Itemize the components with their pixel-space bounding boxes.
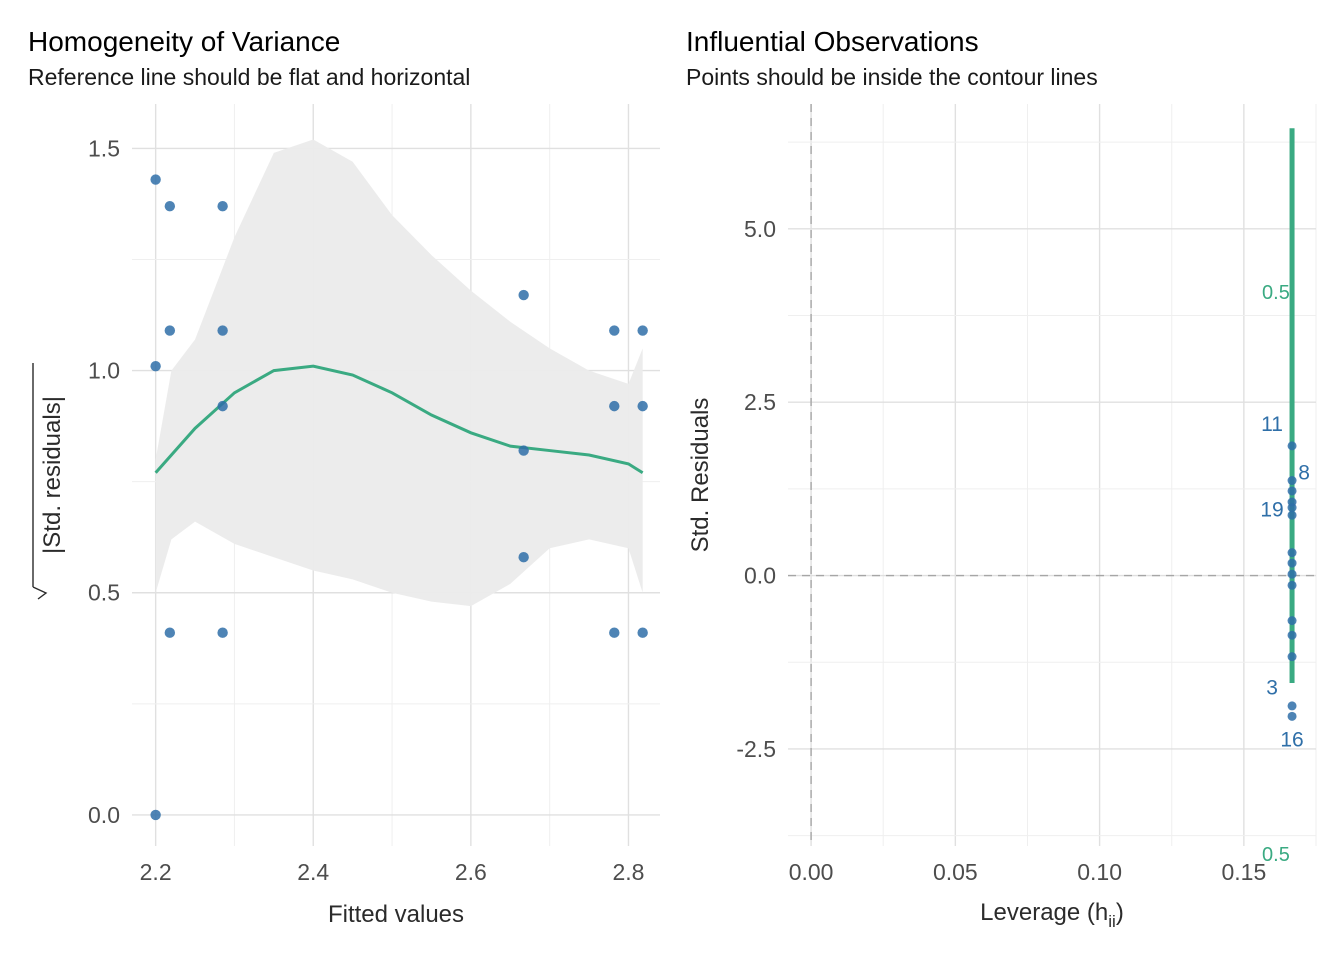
data-point (1287, 616, 1297, 626)
data-point (1287, 503, 1297, 513)
right-panel-title: Influential Observations (686, 26, 979, 57)
data-point (164, 325, 176, 336)
sqrt-symbol (32, 363, 48, 600)
data-point (150, 174, 161, 185)
y-axis-title: Std. Residuals (687, 398, 714, 553)
y-axis-title: |Std. residuals| (32, 363, 66, 600)
left-panel-title: Homogeneity of Variance (28, 26, 341, 57)
data-point (518, 445, 529, 456)
data-point (1287, 510, 1297, 520)
point-label: 11 (1261, 413, 1283, 436)
y-tick-label: 0.0 (88, 802, 120, 828)
data-point (1287, 580, 1297, 590)
data-point (150, 360, 161, 372)
x-tick-label: 2.8 (612, 859, 644, 885)
left-panel-subtitle: Reference line should be flat and horizo… (28, 64, 471, 90)
y-tick-label: 0.5 (88, 580, 120, 606)
data-point (609, 400, 620, 412)
data-point (150, 809, 161, 821)
contour-label: 0.5 (1262, 282, 1290, 304)
influence-chart: 0.5 0.5 11 8 19 3 16 0.00 0.05 0.10 0.15 -2.5 0.0 2.5… (687, 104, 1317, 931)
confidence-band (155, 139, 643, 607)
point-label: 3 (1266, 677, 1278, 700)
x-tick-label: 0.10 (1077, 859, 1122, 885)
data-point (217, 627, 228, 638)
x-axis-title-end: ) (1116, 899, 1124, 926)
data-point (637, 325, 648, 336)
data-point (609, 325, 620, 336)
x-tick-label: 2.4 (297, 859, 329, 885)
data-point (1287, 701, 1297, 711)
x-tick-label: 2.6 (455, 859, 487, 885)
x-tick-label: 2.2 (140, 859, 172, 885)
data-point (164, 627, 176, 638)
data-point (217, 200, 228, 212)
homogeneity-chart: 2.2 2.4 2.6 2.8 0.0 0.5 1.0 1.5 Fitted values |St… (32, 104, 660, 928)
data-point (1287, 652, 1297, 662)
y-tick-label: 1.0 (88, 358, 120, 384)
data-point (518, 551, 529, 563)
x-tick-label: 0.05 (933, 859, 978, 885)
x-axis-title-subscript: ii (1108, 912, 1116, 931)
data-point (1287, 441, 1297, 451)
data-point (1287, 476, 1297, 486)
data-point (164, 200, 176, 212)
data-point (1287, 711, 1297, 721)
data-point (1287, 486, 1297, 496)
y-tick-label: -2.5 (736, 736, 776, 762)
x-tick-label: 0.15 (1221, 859, 1266, 885)
data-point (1287, 548, 1297, 558)
right-panel-subtitle: Points should be inside the contour line… (686, 64, 1098, 90)
point-label: 19 (1260, 498, 1283, 521)
y-tick-label: 2.5 (744, 389, 776, 415)
x-axis-title-main: Leverage (h (980, 899, 1108, 926)
point-label: 8 (1298, 462, 1310, 485)
data-point (609, 627, 620, 638)
smooth-line (154, 364, 644, 475)
y-tick-label: 5.0 (744, 216, 776, 242)
data-point (518, 289, 529, 301)
y-axis-title-text: |Std. residuals| (39, 396, 66, 554)
point-label: 16 (1280, 729, 1303, 752)
x-tick-label: 0.00 (789, 859, 834, 885)
data-point (217, 325, 228, 336)
x-axis-title: Leverage (hii) (980, 899, 1124, 931)
data-point (637, 400, 648, 412)
data-point (217, 400, 228, 412)
data-point (637, 627, 648, 638)
x-axis-title: Fitted values (328, 901, 464, 928)
y-tick-label: 0.0 (744, 563, 776, 589)
data-point (1287, 630, 1297, 640)
y-tick-label: 1.5 (88, 135, 120, 161)
data-point (1287, 569, 1297, 579)
data-point (1287, 558, 1297, 568)
contour-label: 0.5 (1262, 844, 1290, 866)
